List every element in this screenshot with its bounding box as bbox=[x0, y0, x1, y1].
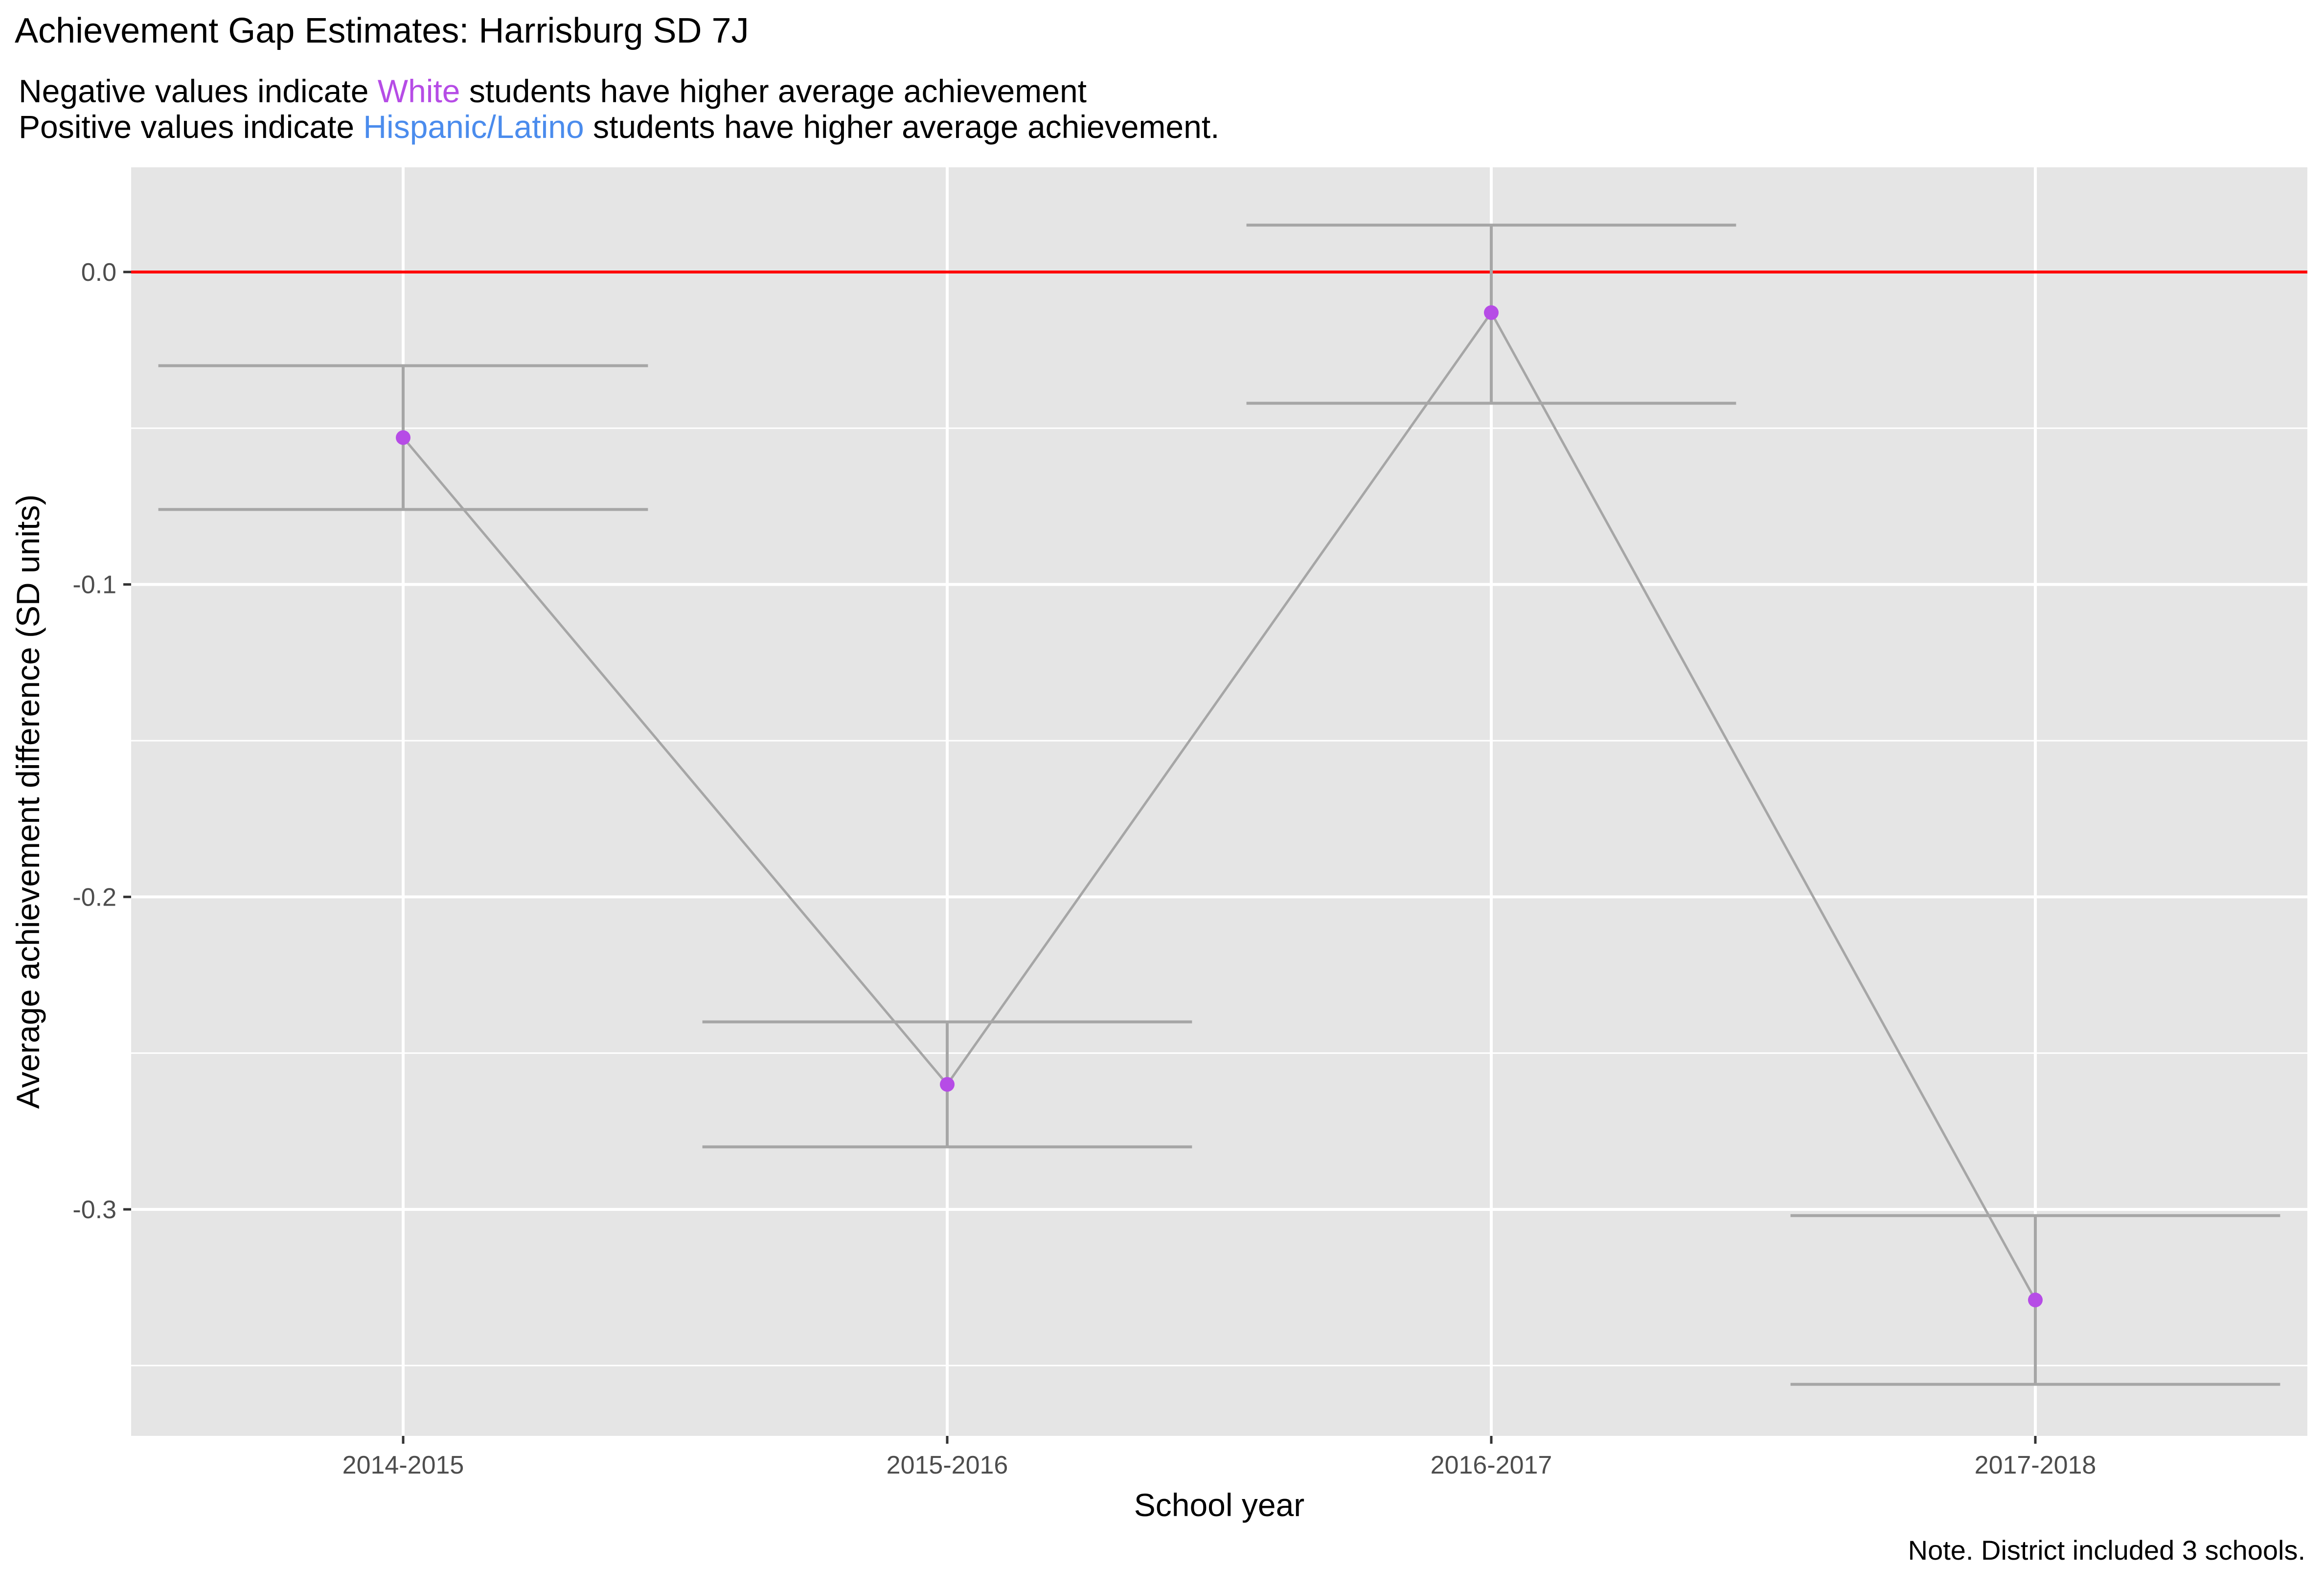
y-tick-label: -0.3 bbox=[72, 1196, 116, 1224]
chart-caption: Note. District included 3 schools. bbox=[1908, 1535, 2305, 1566]
series-connector-line bbox=[402, 310, 2037, 1301]
data-points bbox=[396, 305, 2043, 1308]
data-point bbox=[940, 1077, 955, 1092]
y-axis: 0.0 -0.1 -0.2 -0.3 bbox=[72, 258, 131, 1224]
subtitle-1-prefix: Negative values indicate bbox=[19, 73, 378, 109]
subtitle-2-suffix: students have higher average achievement… bbox=[584, 109, 1220, 145]
x-tick-label: 2014-2015 bbox=[342, 1451, 464, 1479]
y-tick-label: 0.0 bbox=[81, 258, 116, 287]
subtitle-white-highlight: White bbox=[377, 73, 460, 109]
x-axis: 2014-2015 2015-2016 2016-2017 2017-2018 bbox=[342, 1436, 2096, 1479]
subtitle-hispanic-highlight: Hispanic/Latino bbox=[363, 109, 584, 145]
x-axis-title: School year bbox=[1134, 1487, 1305, 1523]
data-point bbox=[2028, 1293, 2043, 1308]
subtitle-line-2: Positive values indicate Hispanic/Latino… bbox=[19, 108, 1220, 145]
chart-title: Achievement Gap Estimates: Harrisburg SD… bbox=[15, 11, 749, 50]
y-tick-label: -0.1 bbox=[72, 571, 116, 599]
x-tick-label: 2017-2018 bbox=[1975, 1451, 2096, 1479]
subtitle-1-suffix: students have higher average achievement bbox=[460, 73, 1087, 109]
x-tick-label: 2015-2016 bbox=[887, 1451, 1008, 1479]
y-tick-label: -0.2 bbox=[72, 883, 116, 911]
x-tick-label: 2016-2017 bbox=[1431, 1451, 1552, 1479]
minor-gridlines bbox=[131, 427, 2307, 1366]
subtitle-line-1: Negative values indicate White students … bbox=[19, 72, 1087, 110]
plot-panel bbox=[131, 167, 2307, 1436]
y-axis-title: Average achievement difference (SD units… bbox=[10, 495, 46, 1109]
major-gridlines bbox=[131, 167, 2307, 1436]
subtitle-2-prefix: Positive values indicate bbox=[19, 109, 364, 145]
data-point bbox=[396, 430, 410, 445]
error-bars bbox=[158, 224, 2280, 1386]
data-point bbox=[1484, 305, 1499, 320]
